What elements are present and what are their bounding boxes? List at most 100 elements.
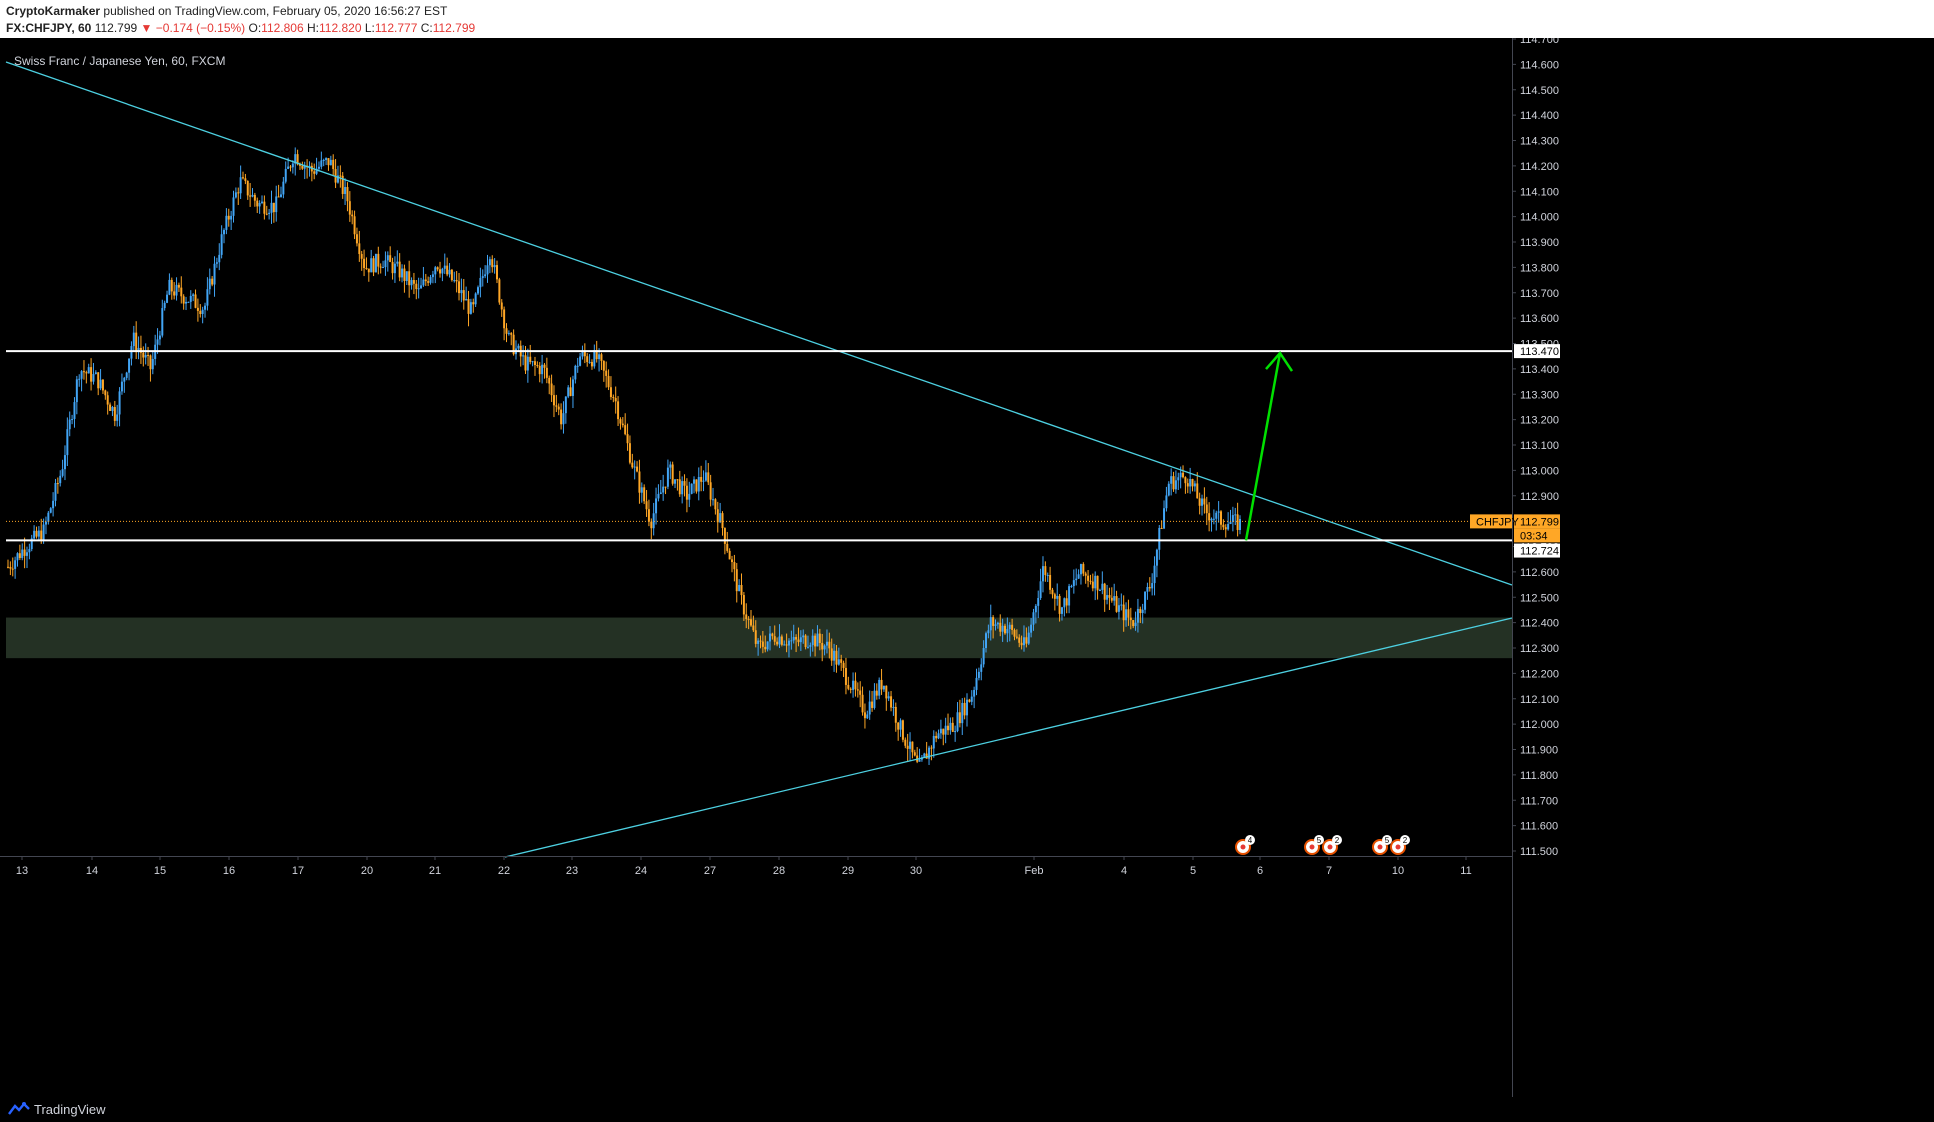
event-count-label: 5 [1317, 836, 1322, 845]
candle-body [1011, 624, 1014, 630]
candle-body [279, 194, 282, 197]
candle-body [265, 213, 268, 215]
candle-body [137, 347, 140, 351]
candle-body [1117, 605, 1120, 612]
candle-body [151, 358, 154, 370]
demand-zone [6, 617, 1512, 659]
candle-body [1008, 624, 1011, 629]
candle-body [332, 159, 335, 169]
candle-body [260, 201, 263, 203]
price-chart[interactable]: 114.700 114.600 114.500 114.400 114.300 114.2… [0, 38, 1934, 1097]
candle-body [270, 202, 273, 213]
candle-body [1106, 595, 1109, 600]
candle-body [166, 294, 169, 303]
candle-body [227, 215, 230, 220]
candle-body [531, 361, 534, 363]
candle-body [415, 283, 418, 289]
candle-body [1212, 518, 1215, 520]
event-count-label: 2 [1335, 836, 1340, 845]
price-tick-label: 114.200 [1520, 161, 1559, 173]
candle-body [484, 274, 487, 277]
candle-body [569, 387, 572, 396]
candle-body [358, 243, 361, 255]
candle-body [73, 402, 76, 419]
candle-body [408, 271, 411, 286]
candle-body [1215, 512, 1218, 519]
time-tick-label: 14 [86, 865, 98, 877]
candle-body [491, 259, 494, 268]
candle-body [353, 216, 356, 235]
event-count-badge [1245, 835, 1255, 845]
candle-body [52, 500, 55, 509]
resistance-price-label: 113.470 [1520, 346, 1559, 358]
event-marker-dot [1240, 844, 1246, 850]
candle-body [1144, 591, 1147, 610]
candle-body [726, 543, 729, 551]
footer-brand[interactable]: TradingView [34, 1102, 106, 1117]
candle-body [949, 722, 952, 731]
time-tick-label: 15 [154, 865, 166, 877]
candle-body [71, 418, 74, 420]
candle-body [728, 550, 731, 560]
candle-body [1018, 637, 1021, 643]
open-label: O: [248, 21, 262, 35]
candle-body [16, 553, 19, 561]
candle-body [185, 301, 188, 304]
candle-body [253, 194, 256, 201]
candle-body [424, 279, 427, 282]
candle-body [242, 177, 245, 179]
candle-body [875, 690, 878, 696]
candle-body [517, 345, 520, 349]
author-name[interactable]: CryptoKarmaker [6, 4, 101, 18]
candle-body [985, 633, 988, 649]
candle-body [192, 294, 195, 296]
candle-body [317, 166, 320, 169]
candle-body [733, 562, 736, 570]
time-tick-label: 27 [704, 865, 716, 877]
candle-body [135, 332, 138, 351]
candle-body [636, 466, 639, 472]
candle-body [177, 284, 180, 288]
candle-body [336, 175, 339, 183]
candle-body [942, 728, 945, 735]
candle-body [33, 530, 36, 539]
candle-body [607, 375, 610, 388]
candle-body [1070, 586, 1073, 588]
candle-body [638, 471, 641, 493]
candle-body [170, 279, 173, 292]
last-price-label: 112.799 [1520, 516, 1559, 528]
candle-body [1039, 581, 1042, 599]
candle-body [911, 741, 914, 753]
candle-body [488, 259, 491, 266]
candle-body [391, 261, 394, 274]
candle-body [1236, 514, 1239, 530]
event-marker-dot [1327, 844, 1333, 850]
candle-body [562, 413, 565, 425]
candle-body [617, 401, 620, 420]
candle-body [1098, 589, 1101, 591]
candle-body [123, 377, 126, 382]
candle-body [232, 197, 235, 216]
candle-body [757, 640, 760, 644]
candle-body [263, 201, 266, 214]
candle-body [204, 305, 207, 310]
candle-body [458, 281, 461, 294]
candle-body [564, 396, 567, 414]
price-tick-label: 111.800 [1520, 770, 1558, 782]
candle-body [1182, 472, 1185, 478]
candle-body [892, 706, 895, 708]
open-value: 112.806 [261, 21, 304, 35]
candle-body [522, 355, 525, 357]
candle-body [731, 559, 734, 563]
candle-body [18, 553, 21, 559]
candle-body [647, 509, 650, 522]
candle-body [1068, 586, 1071, 606]
candle-body [1224, 527, 1227, 530]
candle-body [1022, 637, 1025, 646]
candle-body [814, 635, 817, 647]
candle-body [598, 354, 601, 360]
candle-body [1234, 514, 1237, 516]
last-price: 112.799 [94, 21, 138, 35]
candle-body [182, 296, 185, 304]
candle-body [467, 299, 470, 314]
